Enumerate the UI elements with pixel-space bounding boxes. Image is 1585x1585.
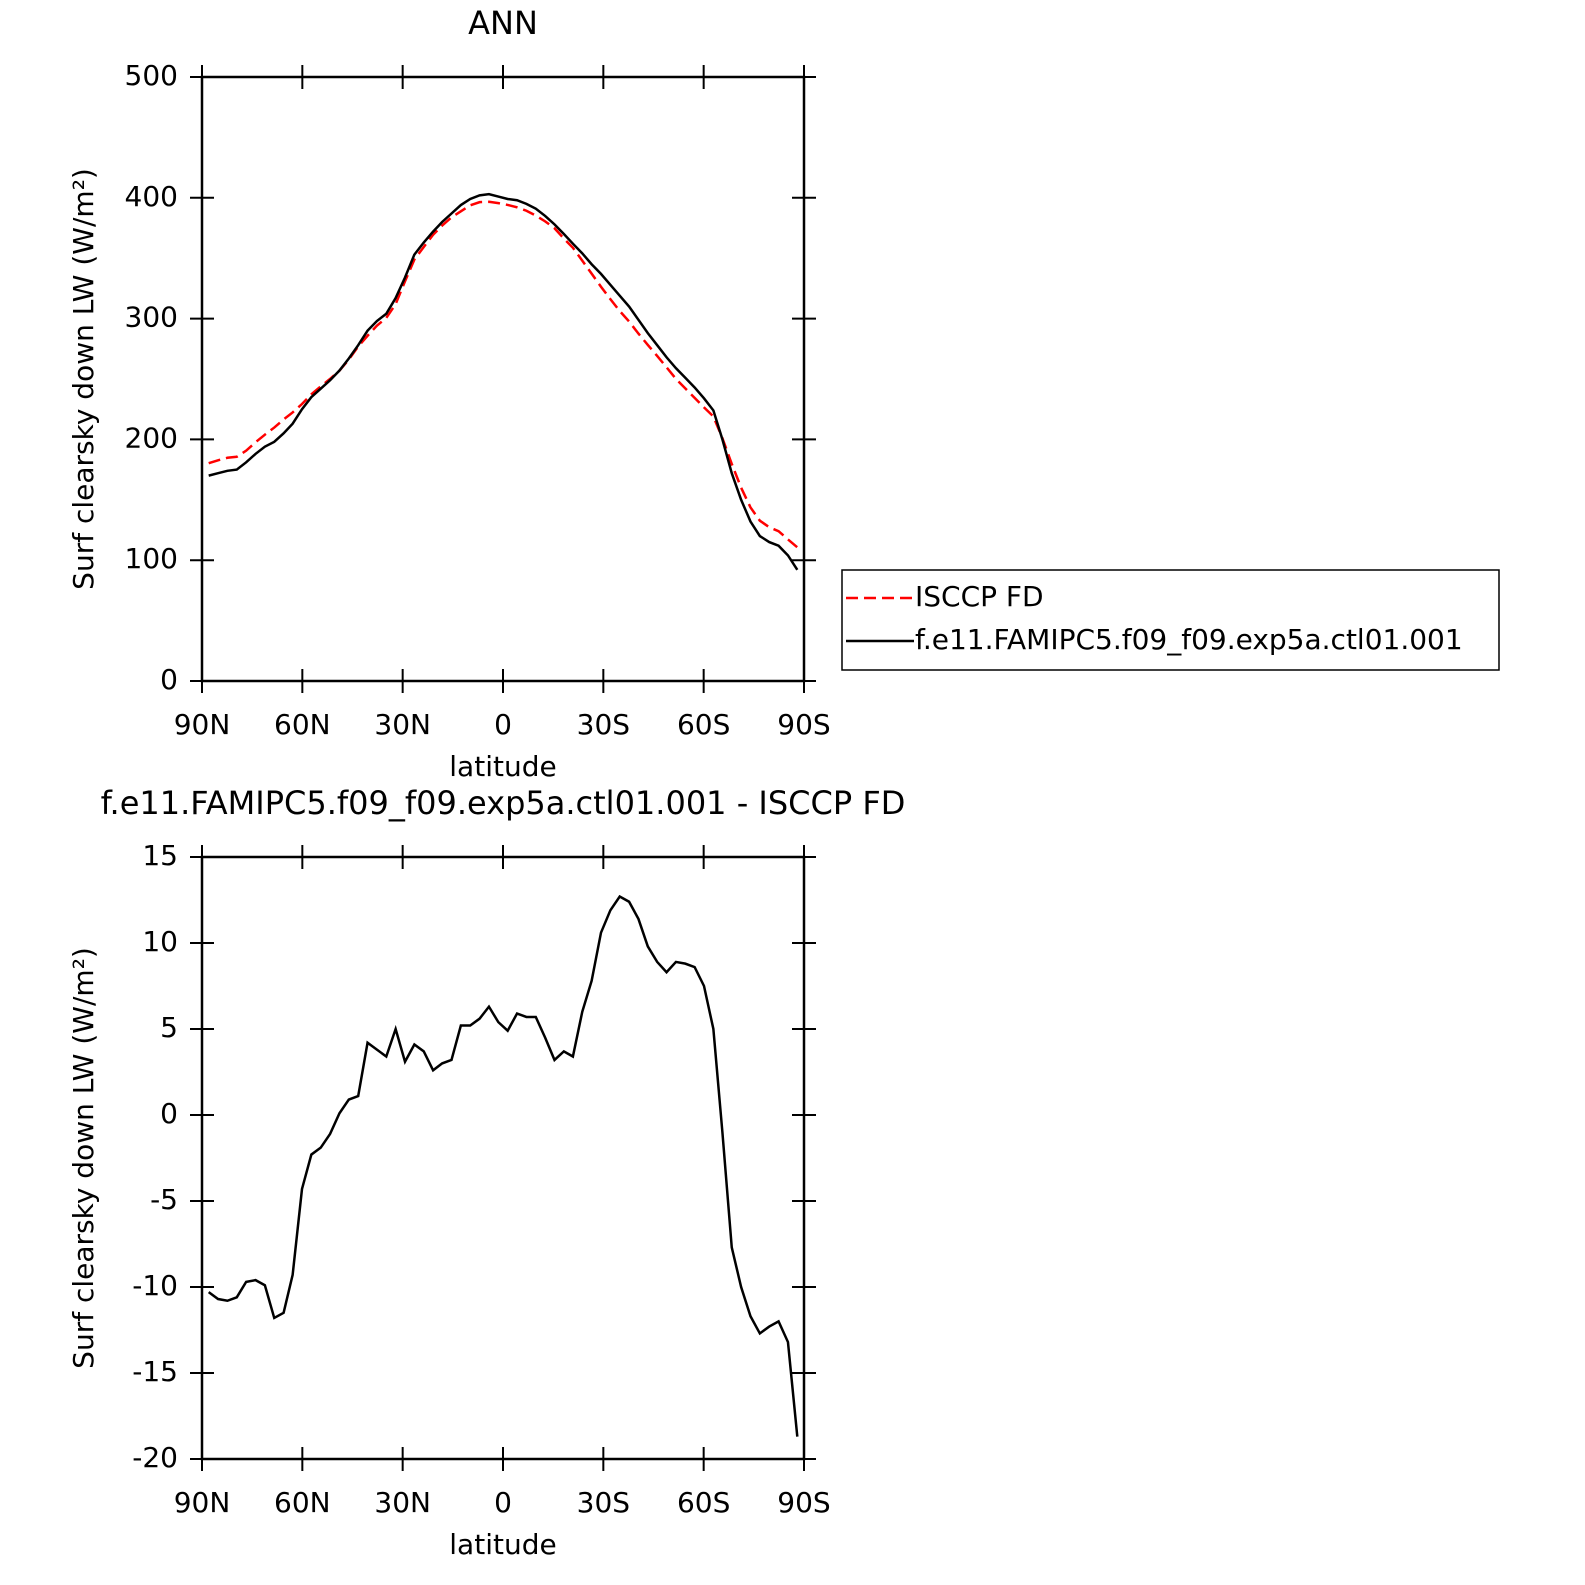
- y-tick-label: 15: [142, 839, 178, 872]
- x-tick-label: 90S: [777, 1486, 830, 1519]
- x-axis-label: latitude: [449, 1528, 556, 1561]
- x-tick-label: 90N: [174, 708, 231, 741]
- y-tick-label: -15: [132, 1355, 178, 1388]
- legend-label: f.e11.FAMIPC5.f09_f09.exp5a.ctl01.001: [915, 623, 1463, 656]
- x-tick-label: 60S: [677, 708, 730, 741]
- x-tick-label: 30N: [374, 1486, 431, 1519]
- y-tick-label: 500: [125, 59, 178, 92]
- y-axis-label: Surf clearsky down LW (W/m²): [67, 947, 100, 1369]
- plot-frame: [200, 855, 806, 1461]
- y-tick-label: 10: [142, 925, 178, 958]
- y-tick-label: -10: [132, 1269, 178, 1302]
- legend-box: [841, 569, 1500, 671]
- x-tick-label: 60N: [274, 1486, 331, 1519]
- chart-title: f.e11.FAMIPC5.f09_f09.exp5a.ctl01.001 - …: [101, 784, 906, 822]
- x-axis-label: latitude: [449, 750, 556, 783]
- x-tick-label: 60N: [274, 708, 331, 741]
- y-tick-label: 400: [125, 180, 178, 213]
- y-axis-label: Surf clearsky down LW (W/m²): [67, 168, 100, 590]
- y-tick-label: 300: [125, 301, 178, 334]
- x-tick-label: 0: [494, 1486, 512, 1519]
- x-tick-label: 30S: [577, 708, 630, 741]
- legend-label: ISCCP FD: [915, 580, 1044, 613]
- chart-title: ANN: [468, 4, 538, 42]
- series-line: [208, 200, 799, 549]
- x-tick-label: 60S: [677, 1486, 730, 1519]
- y-tick-label: 0: [160, 663, 178, 696]
- x-tick-label: 0: [494, 708, 512, 741]
- x-tick-label: 90S: [777, 708, 830, 741]
- series-line: [208, 192, 799, 571]
- y-tick-label: 0: [160, 1097, 178, 1130]
- y-tick-label: -5: [150, 1183, 178, 1216]
- series-line: [207, 894, 799, 1437]
- plot-frame: [200, 75, 806, 683]
- y-tick-label: 5: [160, 1011, 178, 1044]
- y-tick-label: 200: [125, 421, 178, 454]
- x-tick-label: 30S: [577, 1486, 630, 1519]
- y-tick-label: 100: [125, 542, 178, 575]
- y-tick-label: -20: [132, 1441, 178, 1474]
- x-tick-label: 30N: [374, 708, 431, 741]
- x-tick-label: 90N: [174, 1486, 231, 1519]
